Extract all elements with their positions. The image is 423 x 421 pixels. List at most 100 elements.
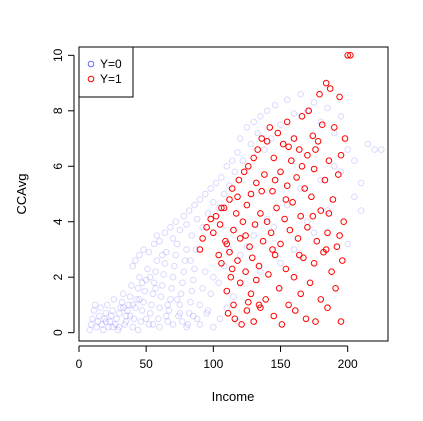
data-point-y0: [247, 140, 255, 148]
data-point-y0: [188, 287, 196, 295]
legend-label-y1: Y=1: [100, 72, 122, 86]
data-point-y0: [216, 315, 224, 323]
data-point-y1: [324, 229, 331, 237]
data-point-y1: [337, 318, 345, 325]
data-point-y1: [317, 296, 325, 303]
data-point-y0: [102, 310, 110, 317]
x-axis: 0 50 100 150 200: [76, 345, 358, 371]
data-point-y1: [277, 240, 284, 248]
data-point-y1: [270, 154, 278, 162]
data-point-y0: [129, 323, 136, 331]
data-point-y0: [167, 224, 174, 231]
data-point-y1: [215, 251, 222, 259]
data-point-y0: [331, 163, 338, 170]
points-layer: [86, 52, 385, 334]
data-point-y0: [183, 246, 190, 253]
data-point-y1: [314, 138, 322, 145]
data-point-y1: [220, 204, 228, 212]
data-point-y1: [245, 298, 252, 306]
data-point-y0: [167, 296, 174, 303]
data-point-y0: [324, 104, 331, 112]
data-point-y0: [89, 315, 96, 323]
data-point-y0: [202, 268, 209, 276]
data-point-y0: [243, 243, 251, 250]
data-point-y0: [185, 310, 193, 317]
data-point-y0: [156, 304, 163, 312]
data-point-y0: [163, 312, 170, 320]
data-point-y0: [277, 121, 284, 128]
data-point-y0: [267, 135, 275, 142]
data-point-y0: [164, 301, 171, 309]
data-point-y0: [129, 301, 136, 309]
data-point-y0: [142, 276, 150, 284]
data-point-y0: [204, 210, 212, 217]
data-point-y1: [265, 271, 272, 278]
data-point-y0: [173, 240, 181, 248]
data-point-y1: [298, 163, 306, 170]
data-point-y0: [176, 310, 184, 317]
data-point-y0: [130, 315, 138, 323]
data-point-y0: [97, 304, 104, 312]
data-point-y1: [227, 273, 235, 281]
data-point-y0: [90, 307, 98, 314]
data-point-y1: [325, 157, 333, 164]
data-point-y0: [250, 232, 257, 239]
data-point-y1: [245, 163, 252, 170]
data-point-y1: [263, 138, 271, 145]
data-point-y0: [157, 293, 165, 300]
y-tick-label: 6: [51, 163, 65, 170]
data-point-y0: [223, 304, 231, 312]
data-point-y0: [140, 298, 147, 306]
data-point-y0: [192, 246, 200, 253]
y-tick-label: 2: [51, 274, 65, 281]
data-point-y1: [207, 215, 214, 223]
data-point-y0: [144, 265, 151, 273]
data-point-y0: [179, 279, 186, 287]
data-point-y1: [259, 237, 267, 245]
data-point-y0: [120, 290, 127, 298]
data-point-y1: [231, 315, 239, 323]
data-point-y0: [236, 251, 244, 259]
data-point-y1: [250, 154, 257, 162]
x-tick-label: 200: [338, 357, 358, 371]
data-point-y1: [304, 151, 311, 159]
data-point-y1: [263, 218, 271, 225]
data-point-y1: [218, 260, 225, 267]
data-point-y0: [173, 296, 181, 303]
data-point-y0: [196, 301, 204, 309]
data-point-y0: [116, 323, 123, 331]
data-point-y0: [183, 323, 190, 331]
data-point-y1: [331, 124, 338, 131]
data-point-y1: [312, 318, 319, 325]
data-point-y1: [283, 118, 291, 126]
data-point-y0: [261, 146, 268, 153]
data-point-y0: [102, 318, 110, 325]
data-point-y0: [215, 279, 222, 287]
legend-box: [78, 46, 134, 98]
data-point-y1: [234, 257, 241, 264]
data-point-y0: [140, 246, 147, 253]
data-point-y0: [161, 229, 169, 237]
data-point-y1: [247, 190, 255, 198]
data-point-y0: [153, 232, 161, 239]
data-point-y0: [317, 176, 325, 184]
data-point-y0: [179, 318, 186, 325]
data-point-y0: [257, 268, 264, 276]
data-point-y0: [164, 318, 171, 325]
data-point-y0: [290, 110, 298, 117]
data-point-y0: [183, 221, 190, 228]
data-point-y0: [171, 262, 178, 270]
data-point-y0: [210, 323, 217, 331]
data-point-y0: [196, 321, 204, 328]
data-point-y0: [114, 326, 122, 334]
data-point-y1: [254, 146, 262, 153]
data-point-y1: [234, 193, 241, 201]
data-point-y0: [180, 212, 188, 220]
data-point-y0: [212, 179, 220, 187]
data-point-y0: [283, 96, 291, 103]
data-point-y1: [258, 187, 266, 195]
data-point-y1: [224, 310, 232, 317]
data-point-y0: [95, 312, 103, 320]
data-point-y0: [310, 229, 318, 237]
data-point-y1: [242, 232, 249, 239]
